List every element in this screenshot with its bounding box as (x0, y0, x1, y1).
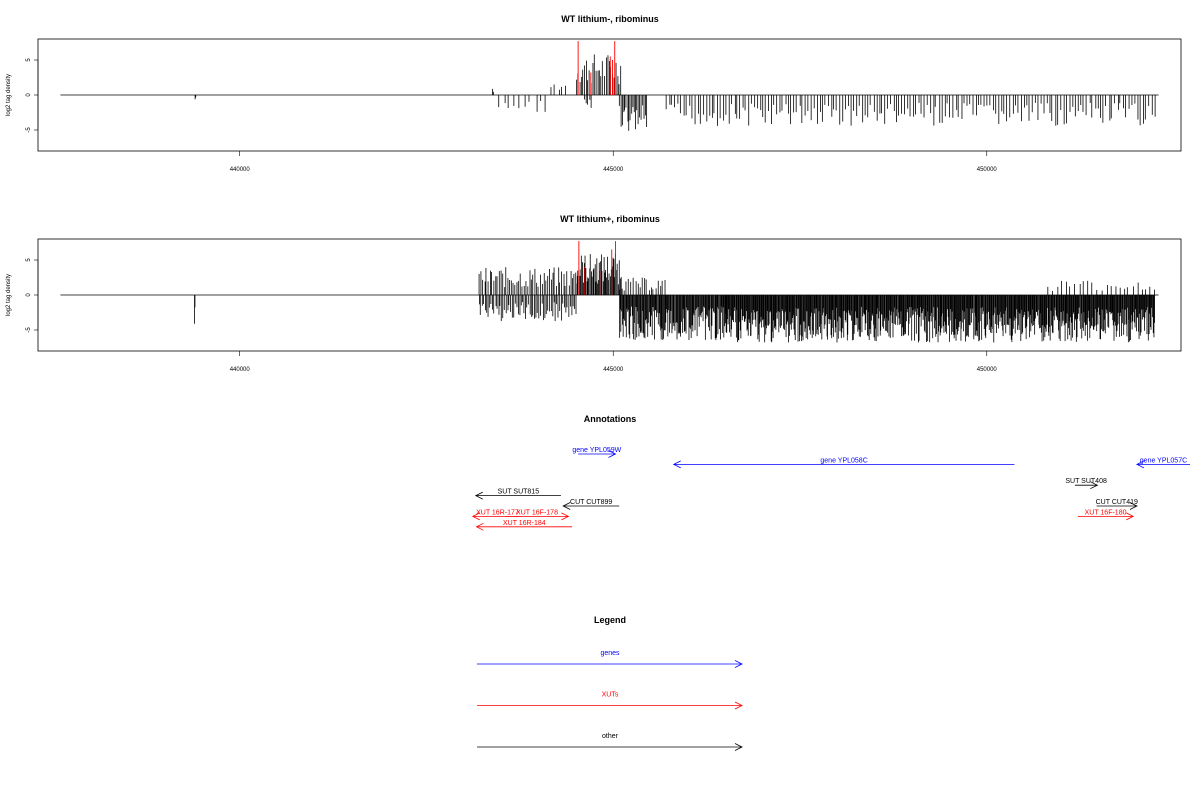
annotation-label: XUT 16R-184 (503, 520, 546, 527)
y-tick-label: -5 (26, 327, 32, 333)
annotation-arrowhead (561, 512, 570, 521)
annotation-features: gene YPL059W gene YPL058C gene YPL057C SUT … (471, 447, 1190, 531)
panel-lithium-plus: WT lithium+, ribominus log2 tag density … (6, 214, 1182, 373)
x-tick-label: 450000 (977, 367, 998, 373)
legend-label: other (602, 733, 619, 740)
annotation-label: SUT SUT408 (1065, 478, 1107, 485)
legend-arrowhead (734, 701, 743, 710)
legend-arrowhead (734, 660, 743, 668)
x-tick-label: 445000 (603, 367, 624, 373)
y-tick-label: 0 (26, 93, 32, 97)
legend-arrowhead (734, 743, 743, 751)
annotation-label: gene YPL057C (1140, 457, 1187, 464)
y-axis-label: log2 tag density (6, 74, 12, 116)
annotation-xut: XUT 16R-184 (475, 520, 573, 531)
annotation-label: gene YPL059W (572, 447, 621, 454)
panel-title: WT lithium-, ribominus (561, 14, 659, 24)
annotation-label: CUT CUT899 (570, 499, 612, 506)
annotation-xut: XUT 16F-180 (1077, 509, 1135, 521)
annotation-arrowhead (562, 502, 571, 510)
annotation-gene: gene YPL058C (672, 457, 1015, 469)
y-tick-label: 5 (26, 258, 32, 262)
density-bars (60, 241, 1159, 343)
annotation-gene: gene YPL059W (572, 447, 622, 458)
annotation-arrowhead (474, 491, 483, 500)
density-bars (60, 41, 1159, 131)
annotation-label: XUT 16F-180 (1085, 509, 1127, 516)
annotation-xut: XUT 16R-177 (471, 509, 523, 521)
annotation-label: CUT CUT419 (1096, 499, 1138, 506)
x-tick-label: 440000 (230, 367, 251, 373)
legend: Legend genes XUTs other (477, 615, 743, 751)
annotation-arrowhead (1090, 481, 1099, 490)
y-axis: -5 0 5 (26, 58, 39, 133)
y-tick-label: -5 (26, 127, 32, 133)
annotation-label: SUT SUT815 (498, 489, 540, 496)
annotation-arrowhead (1136, 460, 1145, 469)
legend-label: genes (600, 650, 620, 657)
annotation-arrowhead (471, 512, 480, 521)
annotation-other: CUT CUT419 (1096, 499, 1138, 510)
annotation-other: CUT CUT899 (562, 499, 620, 510)
y-axis-label: log2 tag density (6, 274, 12, 316)
y-tick-label: 5 (26, 58, 32, 62)
x-tick-label: 440000 (230, 167, 251, 173)
legend-label: XUTs (602, 692, 619, 699)
legend-item-other: other (477, 733, 743, 751)
legend-item-gene: genes (477, 650, 743, 668)
legend-item-xut: XUTs (477, 692, 743, 710)
annotation-arrowhead (1129, 502, 1138, 510)
legend-title: Legend (594, 615, 626, 625)
x-tick-label: 445000 (603, 167, 624, 173)
annotation-label: XUT 16F-178 (516, 509, 558, 516)
annotation-other: SUT SUT408 (1065, 478, 1107, 490)
annotation-xut: XUT 16F-178 (505, 509, 570, 521)
legend-items: genes XUTs other (477, 650, 743, 751)
x-axis: 440000 445000 450000 (230, 151, 998, 173)
annotation-gene: gene YPL057C (1136, 457, 1190, 469)
annotations-title: Annotations (584, 414, 637, 424)
panel-title: WT lithium+, ribominus (560, 214, 660, 224)
y-axis: -5 0 5 (26, 258, 39, 333)
annotation-label: XUT 16R-177 (476, 509, 519, 516)
y-tick-label: 0 (26, 293, 32, 297)
annotation-other: SUT SUT815 (474, 489, 561, 500)
x-axis: 440000 445000 450000 (230, 351, 998, 373)
annotation-label: gene YPL058C (820, 457, 867, 464)
annotation-arrowhead (608, 450, 617, 458)
annotation-arrowhead (475, 522, 484, 531)
annotation-arrowhead (672, 460, 681, 469)
panel-lithium-minus: WT lithium-, ribominus log2 tag density … (6, 14, 1182, 173)
x-tick-label: 450000 (977, 167, 998, 173)
annotation-arrowhead (1126, 512, 1135, 521)
